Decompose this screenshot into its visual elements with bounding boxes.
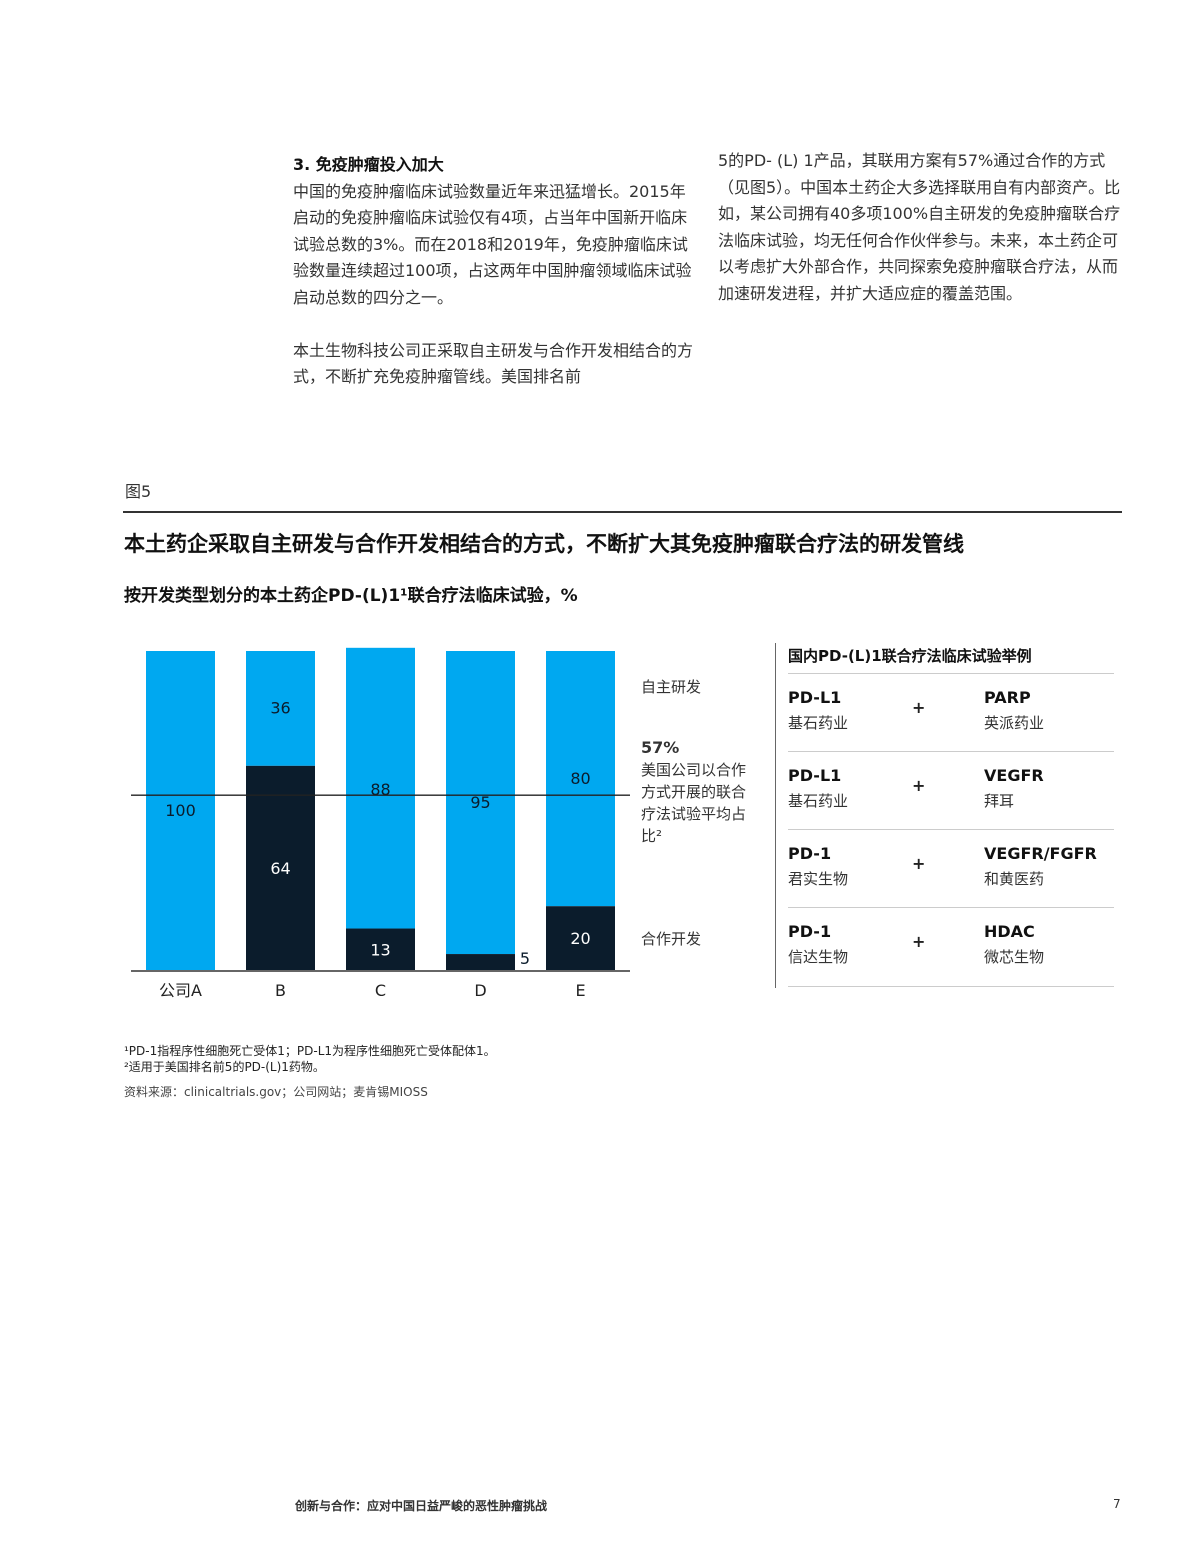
- company-1: 基石药业: [788, 714, 849, 732]
- plus-icon: +: [912, 776, 926, 795]
- example-table: 国内PD-(L)1联合疗法临床试验举例 PD-L1 基石药业 + PARP 英派…: [775, 643, 1115, 988]
- table-row: PD-L1 基石药业 + PARP 英派药业: [788, 673, 1114, 751]
- reference-value: 57%: [641, 738, 680, 757]
- footnote-1: ¹PD-1指程序性细胞死亡受体1；PD-L1为程序性细胞死亡受体配体1。: [124, 1044, 496, 1058]
- table-title: 国内PD-(L)1联合疗法临床试验举例: [788, 647, 1032, 665]
- x-tick-label: C: [375, 981, 386, 1000]
- company-2: 英派药业: [984, 714, 1045, 732]
- plus-icon: +: [912, 698, 926, 717]
- drug-1: PD-1: [788, 844, 832, 863]
- data-label-partnered: 13: [370, 940, 390, 959]
- footer-title: 创新与合作：应对中国日益严峻的恶性肿瘤挑战: [295, 1499, 548, 1513]
- page-number: 7: [1113, 1497, 1121, 1511]
- legend-partnered: 合作开发: [641, 930, 702, 948]
- source-note: 资料来源：clinicaltrials.gov；公司网站；麦肯锡MIOSS: [124, 1085, 428, 1099]
- reference-label: 美国公司以合作方式开展的联合疗法试验平均占比²: [641, 761, 747, 845]
- data-label-self: 80: [570, 769, 590, 788]
- data-label-partnered: 64: [270, 859, 290, 878]
- drug-2: PARP: [984, 688, 1031, 707]
- plus-icon: +: [912, 932, 926, 951]
- figure-title: 本土药企采取自主研发与合作开发相结合的方式，不断扩大其免疫肿瘤联合疗法的研发管线: [124, 532, 964, 556]
- bar-self-developed: [446, 651, 515, 955]
- company-2: 拜耳: [984, 792, 1015, 810]
- bar-partnered: [246, 765, 315, 970]
- data-label-self: 36: [270, 698, 290, 717]
- data-label-self: 95: [470, 793, 490, 812]
- x-tick-label: B: [275, 981, 286, 1000]
- bar-self-developed: [346, 647, 415, 929]
- footnote-2: ²适用于美国排名前5的PD-(L)1药物。: [124, 1060, 325, 1074]
- divider: [123, 511, 1122, 513]
- table-row: PD-1 君实生物 + VEGFR/FGFR 和黄医药: [788, 829, 1114, 907]
- drug-2: VEGFR: [984, 766, 1044, 785]
- bar-self-developed: [146, 651, 215, 970]
- bar-partnered: [346, 928, 415, 970]
- bar-self-developed: [546, 651, 615, 907]
- x-tick-label: D: [474, 981, 486, 1000]
- data-label-partnered: 5: [520, 949, 530, 968]
- right-column: 5的PD- (L) 1产品，其联用方案有57%通过合作的方式（见图5）。中国本土…: [718, 148, 1123, 308]
- bar-self-developed: [246, 651, 315, 766]
- drug-2: VEGFR/FGFR: [984, 844, 1097, 863]
- paragraph: 中国的免疫肿瘤临床试验数量近年来迅猛增长。2015年启动的免疫肿瘤临床试验仅有4…: [293, 181, 692, 307]
- bar-partnered: [446, 954, 515, 970]
- legend-self-developed: 自主研发: [641, 678, 702, 696]
- drug-2: HDAC: [984, 922, 1035, 941]
- section-heading: 3. 免疫肿瘤投入加大: [293, 155, 444, 174]
- data-label-self: 100: [165, 801, 196, 820]
- company-2: 微芯生物: [984, 948, 1045, 966]
- left-column: 3. 免疫肿瘤投入加大 中国的免疫肿瘤临床试验数量近年来迅猛增长。2015年启动…: [293, 152, 693, 391]
- paragraph: 本土生物科技公司正采取自主研发与合作开发相结合的方式，不断扩充免疫肿瘤管线。美国…: [293, 340, 694, 387]
- drug-1: PD-L1: [788, 766, 842, 785]
- data-label-partnered: 20: [570, 929, 590, 948]
- figure-subtitle: 按开发类型划分的本土药企PD-(L)1¹联合疗法临床试验，%: [124, 586, 578, 606]
- company-1: 信达生物: [788, 948, 849, 966]
- bar-partnered: [546, 906, 615, 970]
- data-label-self: 88: [370, 780, 390, 799]
- x-tick-label: 公司A: [159, 981, 202, 1000]
- table-row: PD-1 信达生物 + HDAC 微芯生物: [788, 907, 1114, 985]
- stacked-bar-chart: 公司A 100 B 36 64 C 88 13 D 95 5 E 80 20: [131, 647, 630, 1000]
- paragraph: 5的PD- (L) 1产品，其联用方案有57%通过合作的方式（见图5）。中国本土…: [718, 151, 1121, 303]
- company-1: 基石药业: [788, 792, 849, 810]
- figure-label: 图5: [125, 482, 152, 501]
- company-1: 君实生物: [788, 870, 849, 888]
- drug-1: PD-1: [788, 922, 832, 941]
- table-row: PD-L1 基石药业 + VEGFR 拜耳: [788, 751, 1114, 829]
- table-bottom-rule: [788, 986, 1114, 987]
- plus-icon: +: [912, 854, 926, 873]
- drug-1: PD-L1: [788, 688, 842, 707]
- company-2: 和黄医药: [984, 870, 1045, 888]
- x-tick-label: E: [575, 981, 585, 1000]
